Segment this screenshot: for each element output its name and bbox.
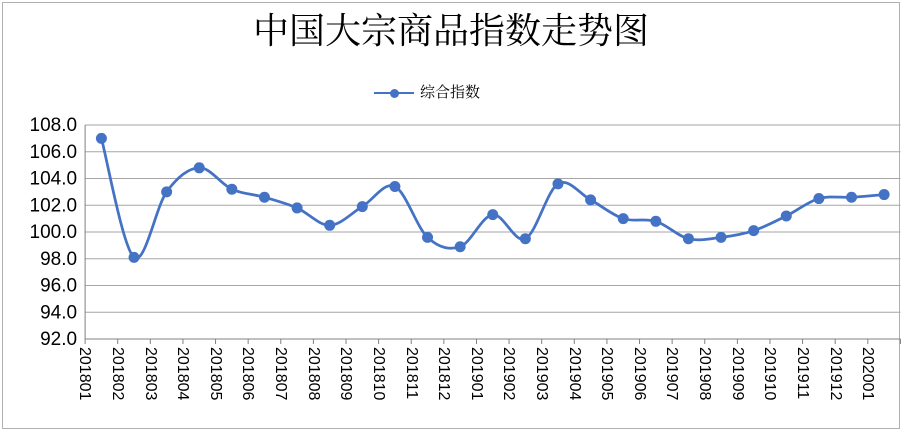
svg-text:94.0: 94.0 [40, 302, 77, 323]
svg-text:100.0: 100.0 [30, 222, 78, 243]
svg-text:104.0: 104.0 [30, 169, 78, 190]
svg-text:108.0: 108.0 [30, 115, 78, 136]
svg-text:102.0: 102.0 [30, 195, 78, 216]
svg-text:106.0: 106.0 [30, 142, 78, 163]
svg-text:96.0: 96.0 [40, 276, 77, 297]
svg-text:98.0: 98.0 [40, 249, 77, 270]
svg-text:92.0: 92.0 [40, 329, 77, 350]
